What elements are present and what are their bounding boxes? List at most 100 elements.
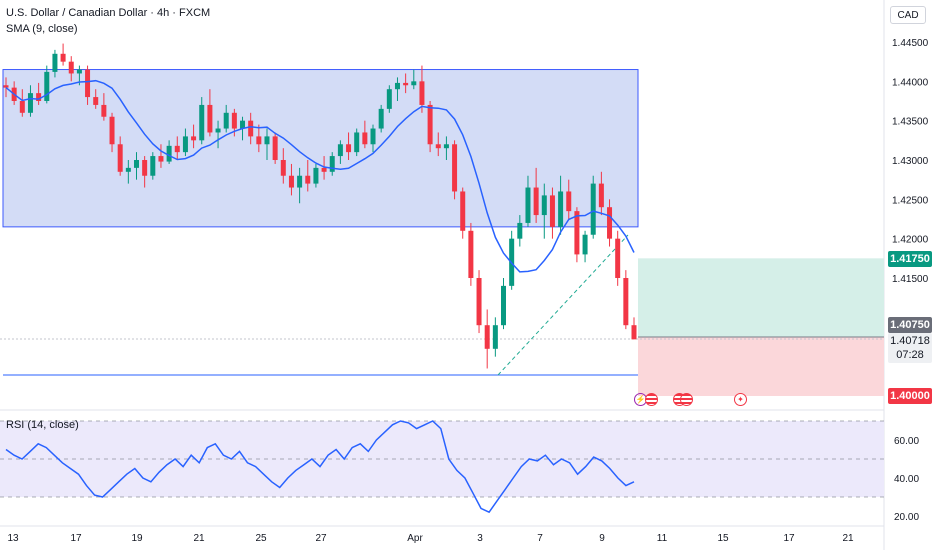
candle-body bbox=[117, 144, 123, 172]
candle-body bbox=[248, 120, 254, 137]
candle-body bbox=[305, 175, 311, 184]
candle-body bbox=[174, 145, 180, 153]
candle-body bbox=[44, 71, 50, 101]
entry-price-tag: 1.40750 bbox=[888, 317, 932, 333]
time-tick-label: 9 bbox=[599, 533, 605, 544]
last-price-tag: 1.40718 07:28 bbox=[888, 333, 932, 363]
candle-body bbox=[443, 144, 449, 149]
candle-body bbox=[362, 132, 368, 145]
candle-body bbox=[215, 128, 221, 133]
time-tick-label: 25 bbox=[255, 533, 267, 544]
candle-body bbox=[574, 211, 580, 255]
candle-body bbox=[492, 325, 498, 349]
candle-body bbox=[166, 145, 172, 162]
price-tick-label: 1.43500 bbox=[892, 117, 929, 128]
candle-body bbox=[19, 101, 25, 113]
candle-body bbox=[598, 183, 604, 208]
time-tick-label: 3 bbox=[477, 533, 483, 544]
symbol-title[interactable]: U.S. Dollar / Canadian Dollar · 4h · FXC… bbox=[6, 7, 211, 19]
candle-body bbox=[76, 69, 82, 74]
time-tick-label: 7 bbox=[537, 533, 543, 544]
candle-body bbox=[288, 175, 294, 188]
candle-body bbox=[631, 325, 637, 340]
last-price-value: 1.40718 bbox=[890, 335, 930, 347]
candle-body bbox=[566, 191, 572, 212]
ca-flag-icon[interactable]: ✦ bbox=[734, 393, 747, 406]
candle-body bbox=[231, 112, 237, 129]
time-tick-label: 17 bbox=[70, 533, 82, 544]
take-profit-tag: 1.41750 bbox=[888, 251, 932, 267]
candle-body bbox=[158, 156, 164, 162]
candle-body bbox=[354, 132, 360, 153]
candle-body bbox=[313, 167, 319, 184]
candle-body bbox=[191, 136, 197, 141]
candle-body bbox=[403, 82, 409, 86]
price-tick-label: 1.42500 bbox=[892, 195, 929, 206]
candle-body bbox=[223, 112, 229, 129]
time-tick-label: 15 bbox=[717, 533, 729, 544]
candle-body bbox=[607, 207, 613, 239]
candle-body bbox=[36, 93, 42, 101]
time-tick-label: 21 bbox=[193, 533, 205, 544]
candle-body bbox=[517, 222, 523, 239]
us-flag-icon[interactable] bbox=[645, 393, 658, 406]
candle-body bbox=[264, 136, 270, 145]
candle-body bbox=[623, 278, 629, 326]
candle-body bbox=[411, 81, 417, 86]
candle-body bbox=[240, 120, 246, 129]
time-tick-label: 19 bbox=[131, 533, 143, 544]
candle-body bbox=[590, 183, 596, 235]
candle-body bbox=[27, 93, 33, 113]
candle-body bbox=[370, 128, 376, 145]
candle-body bbox=[329, 156, 335, 172]
candle-body bbox=[452, 144, 458, 192]
candle-body bbox=[386, 89, 392, 109]
candle-body bbox=[525, 187, 531, 223]
candle-body bbox=[256, 136, 262, 145]
candle-body bbox=[501, 285, 507, 326]
candle-body bbox=[297, 175, 303, 188]
candle-body bbox=[142, 160, 148, 176]
price-tick-label: 1.42000 bbox=[892, 235, 929, 246]
sma-legend[interactable]: SMA (9, close) bbox=[6, 23, 78, 35]
candle-body bbox=[484, 325, 490, 349]
us-flag-icon[interactable] bbox=[680, 393, 693, 406]
candle-body bbox=[93, 97, 99, 105]
currency-button[interactable]: CAD bbox=[890, 6, 926, 24]
candle-body bbox=[150, 156, 156, 176]
rsi-legend[interactable]: RSI (14, close) bbox=[6, 419, 79, 431]
candle-body bbox=[60, 53, 66, 62]
candle-body bbox=[549, 195, 555, 227]
candle-body bbox=[615, 238, 621, 278]
candle-body bbox=[133, 160, 139, 168]
candles-group bbox=[3, 43, 637, 369]
sma-line bbox=[5, 79, 635, 273]
candle-body bbox=[558, 191, 564, 227]
rsi-tick-label: 20.00 bbox=[894, 512, 919, 523]
price-tick-label: 1.44000 bbox=[892, 77, 929, 88]
time-tick-label: 11 bbox=[657, 533, 668, 544]
price-tick-label: 1.41500 bbox=[892, 274, 929, 285]
candle-body bbox=[125, 167, 131, 172]
candle-body bbox=[109, 116, 115, 145]
price-tick-label: 1.43000 bbox=[892, 156, 929, 167]
candle-body bbox=[272, 136, 278, 160]
candle-body bbox=[427, 104, 433, 145]
candle-body bbox=[346, 144, 352, 153]
candle-body bbox=[207, 104, 213, 133]
candle-body bbox=[321, 167, 327, 172]
candle-body bbox=[435, 144, 441, 149]
candle-body bbox=[3, 85, 9, 88]
candle-body bbox=[337, 144, 343, 157]
candle-body bbox=[378, 108, 384, 129]
candle-body bbox=[182, 136, 188, 153]
time-tick-label: 21 bbox=[842, 533, 854, 544]
candle-body bbox=[582, 234, 588, 255]
price-tick-label: 1.44500 bbox=[892, 38, 929, 49]
time-tick-label: 17 bbox=[783, 533, 795, 544]
range-box bbox=[2, 69, 639, 228]
candle-body bbox=[68, 61, 74, 74]
candle-body bbox=[199, 104, 205, 141]
